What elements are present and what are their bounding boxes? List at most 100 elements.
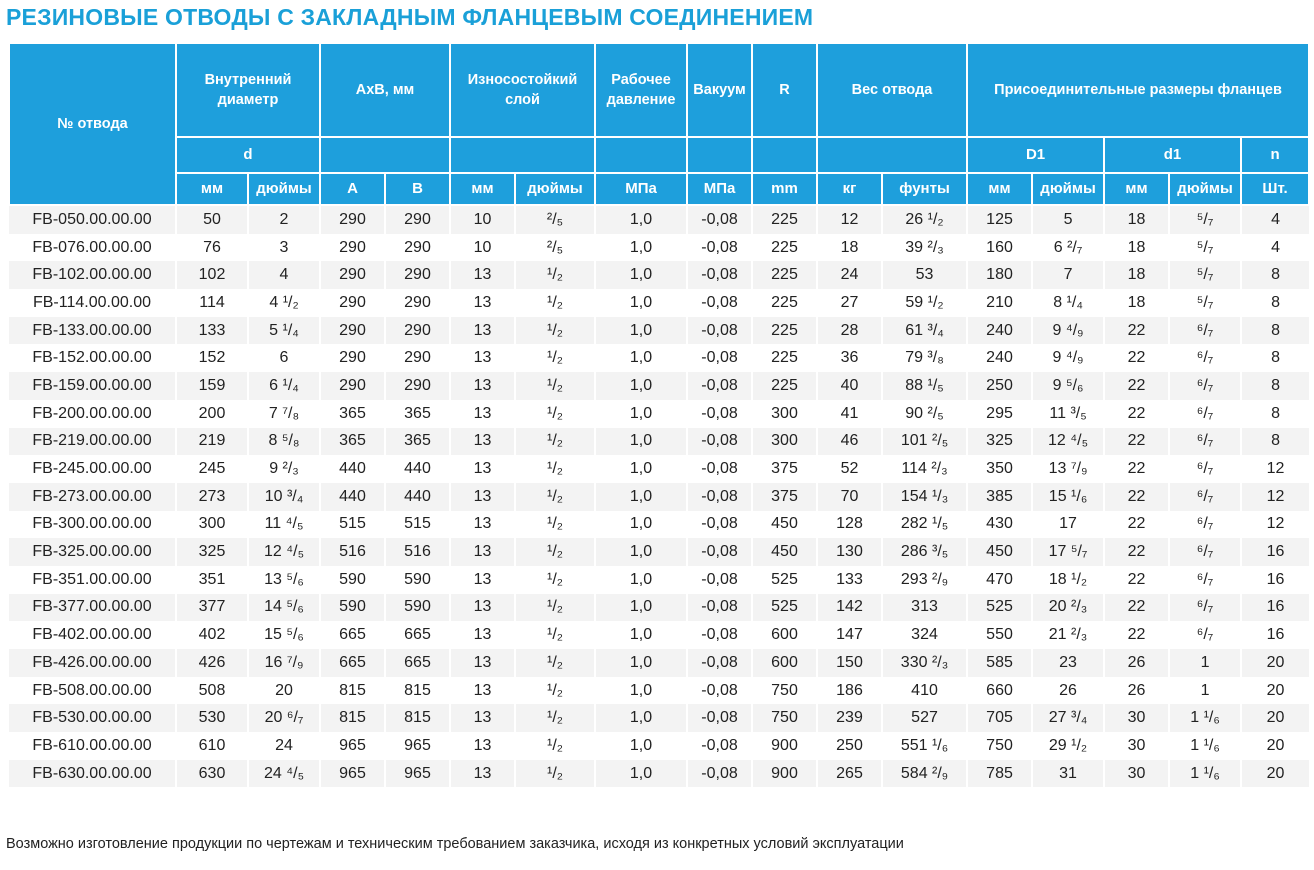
table-cell: 17 ⁵/₇ (1031, 538, 1105, 566)
sub-pressure-blank (594, 136, 689, 174)
table-cell: ⁶/₇ (1168, 372, 1242, 400)
table-cell: 527 (881, 704, 968, 733)
table-cell: 1 (1168, 676, 1242, 705)
unit-mm: мм (966, 172, 1034, 206)
table-cell: 12 (1240, 510, 1310, 539)
col-r-header: R (751, 42, 819, 138)
table-cell: 300 (175, 510, 248, 539)
table-cell: 377 (175, 593, 248, 622)
table-cell-model: FB-610.00.00.00 (9, 732, 176, 760)
table-cell: 12 (816, 205, 883, 234)
table-cell: 17 (1031, 510, 1105, 539)
table-cell: 525 (751, 565, 818, 594)
col-vacuum-header: Вакуум (686, 42, 754, 138)
table-row: FB-377.00.00.00 377 14 ⁵/₆ 590 590 13 ¹/₂ 1,0 -0… (9, 593, 1310, 622)
table-cell: 590 (319, 565, 386, 594)
table-cell: 2 (246, 205, 321, 234)
table-cell: ¹/₂ (514, 759, 596, 788)
table-cell: 290 (319, 344, 386, 373)
table-cell: -0,08 (686, 372, 753, 400)
table-cell: ¹/₂ (514, 649, 596, 677)
table-cell: 426 (175, 649, 248, 677)
col-number-header: № отвода (8, 42, 177, 206)
table-cell-model: FB-219.00.00.00 (9, 427, 176, 456)
table-cell: 965 (384, 732, 451, 760)
sub-wear-blank (449, 136, 597, 174)
table-cell: 1,0 (594, 565, 688, 594)
table-cell: 52 (816, 455, 883, 483)
table-row: FB-159.00.00.00 159 6 ¹/₄ 290 290 13 ¹/₂ 1,0 -0,… (9, 372, 1310, 400)
table-cell: 18 (1103, 289, 1170, 317)
table-cell: 450 (751, 538, 818, 566)
table-row: FB-630.00.00.00 630 24 ⁴/₅ 965 965 13 ¹/₂ 1,0 -0… (9, 759, 1310, 788)
unit-mm: мм (175, 172, 249, 206)
table-cell: 13 (449, 759, 516, 788)
table-cell-model: FB-245.00.00.00 (9, 455, 176, 483)
table-cell: 525 (751, 593, 818, 622)
col-inner-diameter-header: Внутренний диаметр (174, 42, 322, 138)
table-cell: 525 (966, 593, 1033, 622)
table-cell: 13 (449, 704, 516, 733)
table-cell: 1,0 (594, 593, 688, 622)
table-cell: 7 (1031, 261, 1105, 290)
table-cell: 20 (1240, 704, 1310, 733)
table-cell: 186 (816, 676, 883, 705)
table-cell: 250 (816, 732, 883, 760)
table-cell: 76 (175, 233, 248, 262)
table-cell: 785 (966, 759, 1033, 788)
table-cell: 6 (246, 344, 321, 373)
sub-d-header: d (174, 136, 322, 174)
table-cell-model: FB-377.00.00.00 (9, 593, 176, 622)
table-cell: 470 (966, 565, 1033, 594)
unit-a: А (319, 172, 387, 206)
table-cell: 9 ⁵/₆ (1031, 372, 1105, 400)
table-cell: 79 ³/₈ (881, 344, 968, 373)
table-cell: 125 (966, 205, 1033, 234)
table-cell: 965 (319, 732, 386, 760)
table-cell: 12 (1240, 455, 1310, 483)
table-cell: 102 (175, 261, 248, 290)
table-cell: -0,08 (686, 427, 753, 456)
table-cell: 750 (751, 676, 818, 705)
table-cell: 22 (1103, 427, 1170, 456)
table-cell: 133 (175, 316, 248, 345)
table-cell: -0,08 (686, 316, 753, 345)
table-cell-model: FB-050.00.00.00 (9, 205, 176, 234)
table-cell: ¹/₂ (514, 621, 596, 649)
table-cell: 1 ¹/₆ (1168, 704, 1242, 733)
table-cell-model: FB-508.00.00.00 (9, 676, 176, 705)
table-cell: 26 ¹/₂ (881, 205, 968, 234)
table-cell: 5 ¹/₄ (246, 316, 321, 345)
table-cell: 1,0 (594, 372, 688, 400)
unit-mm: мм (449, 172, 517, 206)
unit-mpa: МПа (594, 172, 689, 206)
table-cell: 9 ²/₃ (246, 455, 321, 483)
table-cell-model: FB-102.00.00.00 (9, 261, 176, 290)
table-row: FB-402.00.00.00 402 15 ⁵/₆ 665 665 13 ¹/₂ 1,0 -0… (9, 621, 1310, 649)
page-title: РЕЗИНОВЫЕ ОТВОДЫ С ЗАКЛАДНЫМ ФЛАНЦЕВЫМ С… (6, 4, 814, 30)
table-cell: 13 (449, 676, 516, 705)
table-cell: -0,08 (686, 344, 753, 373)
table-cell: 13 (449, 261, 516, 290)
table-cell: 31 (1031, 759, 1105, 788)
table-row: FB-152.00.00.00 152 6 290 290 13 ¹/₂ 1,0 -0,08 22… (9, 344, 1310, 373)
table-cell: 900 (751, 732, 818, 760)
table-cell: ⁶/₇ (1168, 455, 1242, 483)
table-cell: 27 ³/₄ (1031, 704, 1105, 733)
table-cell: 630 (175, 759, 248, 788)
table-row: FB-114.00.00.00 114 4 ¹/₂ 290 290 13 ¹/₂ 1,0 -0,… (9, 289, 1310, 317)
table-cell: 250 (966, 372, 1033, 400)
table-cell: 1,0 (594, 344, 688, 373)
table-cell: ¹/₂ (514, 732, 596, 760)
table-cell: 18 (1103, 261, 1170, 290)
table-row: FB-273.00.00.00 273 10 ³/₄ 440 440 13 ¹/₂ 1,0 -0… (9, 482, 1310, 511)
table-cell: 30 (1103, 732, 1170, 760)
table-cell: 5 (1031, 205, 1105, 234)
table-cell: 1,0 (594, 704, 688, 733)
table-cell: 1,0 (594, 482, 688, 511)
col-flange-header: Присоединительные размеры фланцев (966, 42, 1311, 138)
table-cell: 15 ¹/₆ (1031, 482, 1105, 511)
table-cell: 365 (384, 399, 451, 428)
table-cell: 705 (966, 704, 1033, 733)
table-cell: 12 (1240, 482, 1310, 511)
